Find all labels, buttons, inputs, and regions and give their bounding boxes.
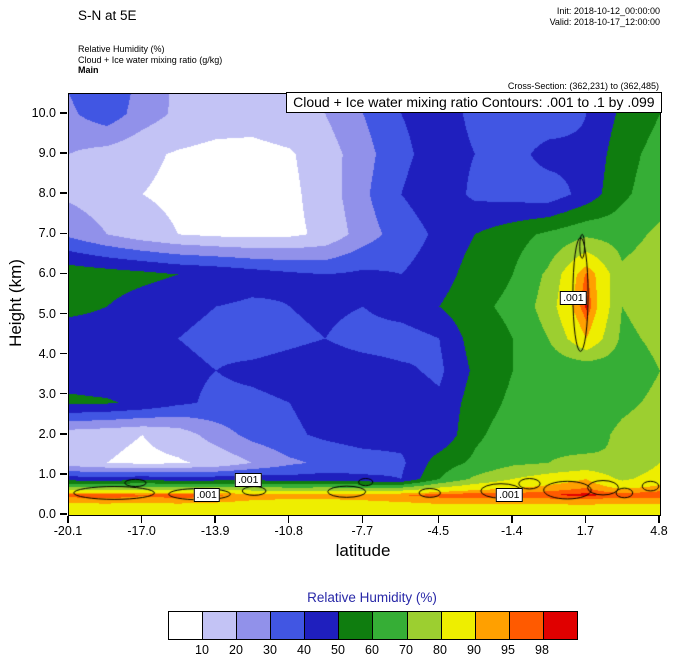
colorbar-box [373, 612, 408, 639]
colorbar [168, 611, 578, 640]
colorbar-tick-label: 10 [195, 643, 209, 657]
colorbar-tick-label: 20 [229, 643, 243, 657]
y-tick-label: 5.0 [38, 306, 56, 321]
y-tick-label: 8.0 [38, 186, 56, 201]
cloud-contour-label: .001 [234, 472, 262, 487]
colorbar-tick-label: 90 [467, 643, 481, 657]
y-tick-mark [60, 112, 67, 114]
colorbar-tick-label: 50 [331, 643, 345, 657]
colorbar-box [509, 612, 544, 639]
y-tick-label: 0.0 [38, 507, 56, 521]
colorbar-box [339, 612, 374, 639]
x-tick-mark [584, 515, 587, 523]
cloud-contour-label: .001 [560, 291, 587, 306]
field-line-cloud: Cloud + Ice water mixing ratio (g/kg) [78, 54, 223, 65]
x-tick-label: 1.7 [576, 524, 595, 538]
colorbar-tick-label: 80 [433, 643, 447, 657]
colorbar-box [237, 612, 272, 639]
colorbar-box [203, 612, 238, 639]
field-info: Relative Humidity (%) Cloud + Ice water … [78, 44, 222, 76]
colorbar-tick-label: 98 [535, 643, 549, 657]
colorbar-tick-label: 70 [399, 643, 413, 657]
y-tick-mark [60, 352, 67, 355]
x-tick-label: -4.5 [427, 524, 450, 538]
y-tick-label: 4.0 [38, 346, 56, 361]
x-tick-label: -1.4 [501, 524, 523, 538]
y-tick-label: 3.0 [38, 386, 56, 401]
x-tick-label: -17.0 [127, 524, 156, 538]
x-tick-label: 4.8 [650, 524, 668, 538]
x-tick-label: -7.7 [351, 524, 374, 538]
contour-info-banner: Cloud + Ice water mixing ratio Contours:… [286, 92, 662, 114]
y-tick-mark [60, 152, 67, 154]
colorbar-box [271, 612, 306, 639]
valid-time: Valid: 2018-10-17_12:00:00 [549, 17, 660, 27]
colorbar-tick-label: 60 [365, 643, 379, 657]
y-tick-mark [60, 473, 67, 475]
y-tick-label: 7.0 [38, 226, 56, 241]
cross-section-coords: Cross-Section: (362,231) to (362,485) [507, 81, 659, 91]
y-tick-mark [60, 312, 67, 315]
colorbar-tick-label: 95 [501, 643, 515, 657]
x-tick-mark [140, 515, 143, 523]
x-tick-mark [511, 515, 513, 523]
plot-area: Cloud + Ice water mixing ratio Contours:… [68, 92, 662, 516]
field-line-rh: Relative Humidity (%) [78, 44, 165, 54]
colorbar-box [169, 612, 204, 639]
y-tick-label: 9.0 [38, 146, 56, 161]
x-tick-mark [67, 515, 69, 523]
model-times: Init: 2018-10-12_00:00:00 Valid: 2018-10… [550, 6, 660, 28]
y-tick-label: 6.0 [38, 266, 56, 281]
colorbar-box [407, 612, 442, 639]
colorbar-title: Relative Humidity (%) [307, 590, 437, 605]
x-axis-title: latitude [335, 541, 391, 560]
field-line-domain: Main [78, 65, 99, 75]
x-tick-mark [361, 515, 364, 523]
x-tick-mark [287, 515, 290, 523]
x-tick-mark [214, 515, 216, 523]
colorbar-box [543, 612, 577, 639]
colorbar-tick-label: 40 [297, 643, 311, 657]
y-tick-mark [60, 392, 67, 395]
y-tick-label: 1.0 [38, 466, 56, 481]
y-tick-mark [60, 433, 67, 435]
x-tick-label: -20.1 [53, 524, 83, 538]
colorbar-box [305, 612, 340, 639]
x-tick-mark [658, 515, 660, 523]
colorbar-box [441, 612, 476, 639]
colorbar-box [475, 612, 510, 639]
y-tick-mark [60, 272, 67, 275]
colorbar-tick-label: 30 [263, 643, 277, 657]
cloud-contour-label: .001 [496, 487, 523, 502]
y-tick-mark [60, 192, 67, 194]
init-time: Init: 2018-10-12_00:00:00 [556, 6, 660, 16]
y-tick-mark [60, 232, 67, 235]
page-title: S-N at 5E [78, 8, 137, 23]
y-tick-label: 10.0 [31, 106, 56, 121]
cloud-contour-label: .001 [193, 487, 220, 502]
y-tick-mark [60, 513, 67, 515]
x-tick-mark [437, 515, 439, 523]
y-tick-label: 2.0 [38, 426, 56, 441]
x-tick-label: -13.9 [200, 524, 230, 538]
x-tick-label: -10.8 [274, 524, 303, 538]
